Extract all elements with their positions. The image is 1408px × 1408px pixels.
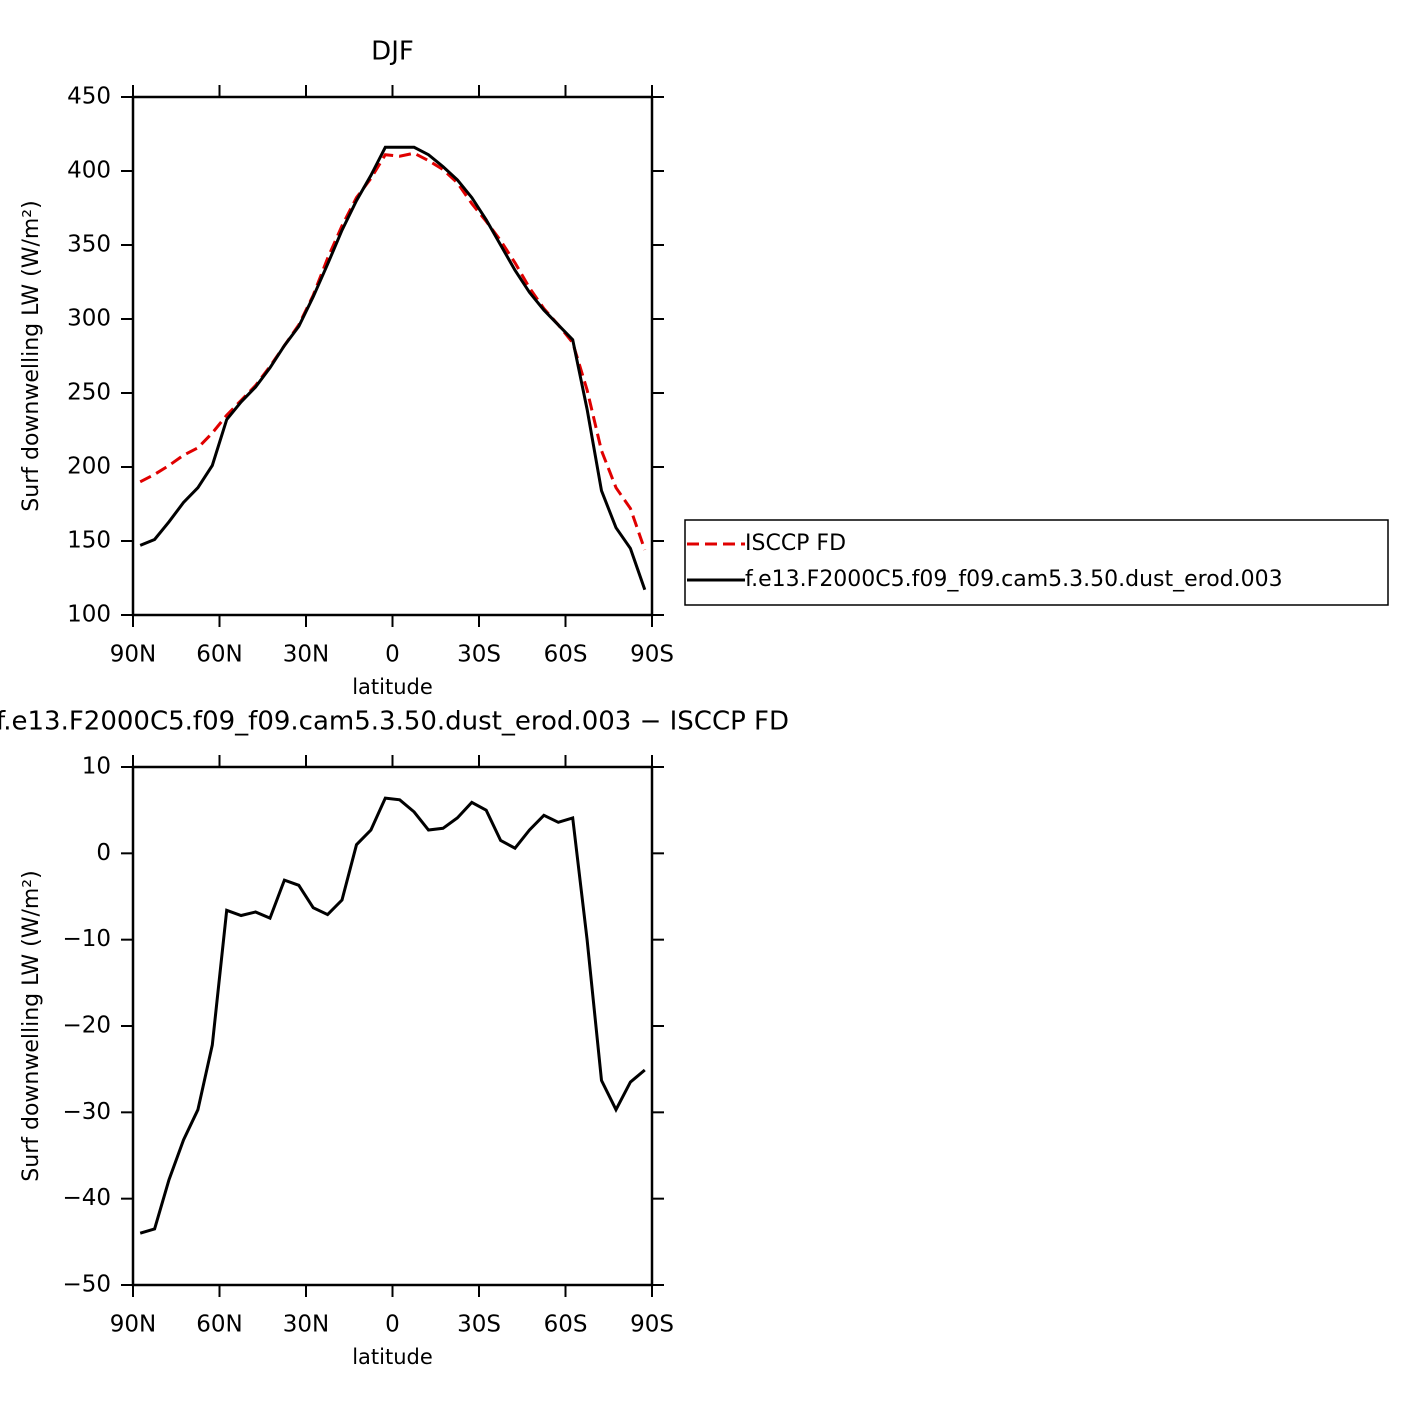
series-line — [139, 145, 647, 591]
x-tick-label: 30N — [283, 642, 329, 668]
x-tick-label: 90N — [110, 642, 156, 668]
x-tick-label: 90S — [630, 1312, 674, 1338]
y-tick-label: 0 — [96, 840, 111, 866]
series-line — [139, 151, 647, 551]
x-axis-label: latitude — [352, 675, 433, 699]
x-tick-label: 60S — [544, 642, 588, 668]
x-tick-label: 60S — [544, 1312, 588, 1338]
y-axis-label: Surf downwelling LW (W/m²) — [19, 200, 44, 511]
y-tick-label: 250 — [67, 380, 111, 406]
y-tick-label: 450 — [67, 84, 111, 110]
y-tick-label: 10 — [82, 754, 111, 780]
y-tick-label: 350 — [67, 232, 111, 258]
legend-label: ISCCP FD — [745, 531, 846, 556]
y-tick-label: −40 — [62, 1185, 111, 1211]
x-tick-label: 0 — [385, 642, 400, 668]
x-tick-label: 30S — [457, 1312, 501, 1338]
y-tick-label: 150 — [67, 528, 111, 554]
legend-label: f.e13.F2000C5.f09_f09.cam5.3.50.dust_ero… — [745, 567, 1283, 592]
y-tick-label: 400 — [67, 158, 111, 184]
x-tick-label: 90S — [630, 642, 674, 668]
series-line — [139, 796, 646, 1235]
legend-box — [684, 519, 1389, 606]
x-tick-label: 60N — [196, 642, 242, 668]
x-tick-label: 90N — [110, 1312, 156, 1338]
y-tick-label: −10 — [62, 926, 111, 952]
x-tick-label: 30S — [457, 642, 501, 668]
x-tick-label: 0 — [385, 1312, 400, 1338]
chart-title: f.e13.F2000C5.f09_f09.cam5.3.50.dust_ero… — [0, 707, 789, 737]
y-tick-label: −20 — [62, 1013, 111, 1039]
y-tick-label: −50 — [62, 1272, 111, 1298]
plot-frame — [131, 95, 654, 617]
x-tick-label: 30N — [283, 1312, 329, 1338]
y-axis-label: Surf downwelling LW (W/m²) — [19, 870, 44, 1181]
y-tick-label: 100 — [67, 602, 111, 628]
plot-frame — [131, 765, 654, 1287]
y-tick-label: 300 — [67, 306, 111, 332]
x-tick-label: 60N — [196, 1312, 242, 1338]
y-tick-label: 200 — [67, 454, 111, 480]
x-axis-label: latitude — [352, 1345, 433, 1369]
y-tick-label: −30 — [62, 1099, 111, 1125]
chart-title: DJF — [371, 37, 414, 67]
